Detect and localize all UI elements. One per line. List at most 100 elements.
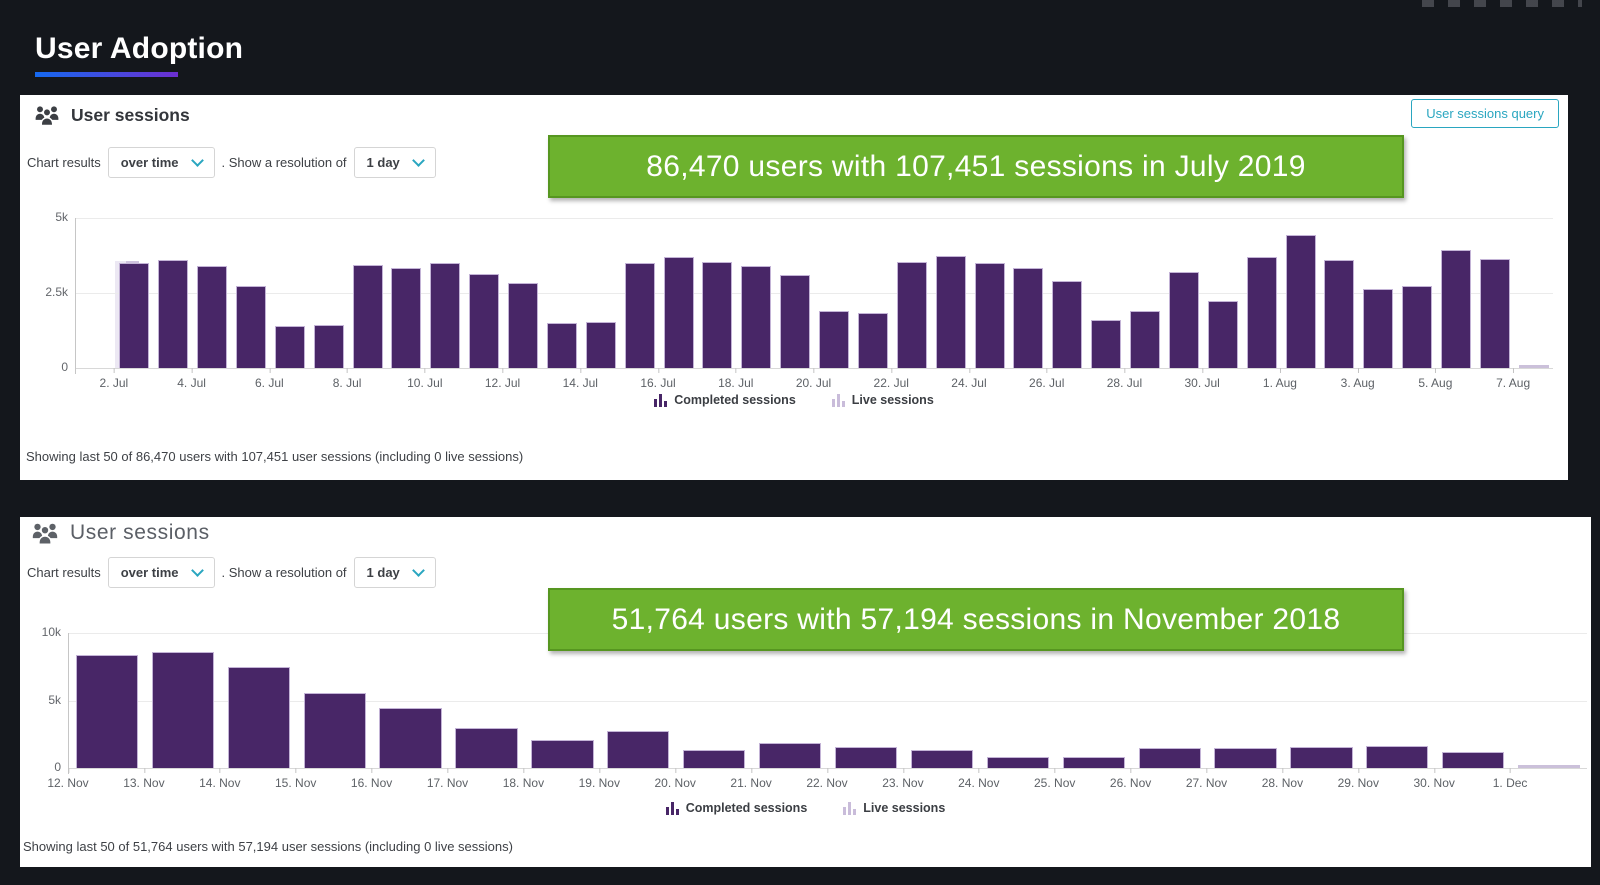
bar-slot [659, 218, 698, 368]
session-bar[interactable] [896, 261, 927, 368]
session-bar[interactable] [741, 266, 772, 368]
session-bar[interactable] [75, 655, 139, 768]
session-bar[interactable] [1062, 756, 1125, 768]
resolution-select[interactable]: 1 day [353, 557, 436, 588]
session-bar[interactable] [758, 743, 822, 768]
session-bar[interactable] [1214, 748, 1277, 768]
session-bar[interactable] [469, 273, 500, 368]
session-bar[interactable] [235, 285, 266, 368]
session-bar[interactable] [1130, 311, 1161, 368]
bar-slot [676, 633, 752, 768]
chart-by-value: over time [120, 565, 179, 580]
session-bar[interactable] [119, 263, 150, 368]
chart-by-select[interactable]: over time [107, 147, 215, 178]
bars-row [69, 633, 1587, 768]
bar-slot [114, 218, 154, 368]
bar-slot [193, 218, 232, 368]
session-bar[interactable] [624, 263, 655, 368]
x-axis-label: 28. Nov [1262, 768, 1303, 790]
session-bar[interactable] [1479, 258, 1510, 368]
bar-slot [1398, 218, 1437, 368]
session-bar[interactable] [607, 730, 670, 768]
session-bar[interactable] [780, 275, 811, 368]
session-bar[interactable] [274, 326, 305, 368]
live-session-bar[interactable] [1518, 365, 1549, 368]
x-axis-label: 29. Nov [1338, 768, 1379, 790]
resolution-select[interactable]: 1 day [353, 147, 436, 178]
session-bar[interactable] [546, 323, 577, 368]
session-bar[interactable] [935, 255, 966, 368]
session-bar[interactable] [1366, 745, 1429, 768]
session-bar[interactable] [430, 263, 461, 368]
bar-slot [449, 633, 525, 768]
session-bar[interactable] [974, 263, 1005, 368]
session-bar[interactable] [531, 739, 594, 768]
session-bar[interactable] [1285, 234, 1316, 368]
session-bar[interactable] [303, 693, 366, 768]
session-bar[interactable] [702, 261, 733, 368]
bar-slot [221, 633, 297, 768]
gridline [76, 293, 1553, 294]
session-bar[interactable] [683, 750, 746, 768]
live-session-bar[interactable] [1518, 765, 1581, 768]
bar-slot [815, 218, 854, 368]
session-bar[interactable] [379, 707, 442, 768]
session-bar[interactable] [1290, 747, 1353, 768]
session-bar[interactable] [1324, 260, 1355, 368]
bar-slot [1087, 218, 1126, 368]
session-bar[interactable] [1363, 288, 1394, 368]
bar-slot [1437, 218, 1476, 368]
live-swatch-icon [831, 393, 845, 407]
session-bar[interactable] [158, 260, 189, 368]
session-bar[interactable] [313, 324, 344, 368]
x-axis-label: 18. Jul [718, 368, 753, 390]
session-bar[interactable] [819, 311, 850, 368]
session-bar[interactable] [585, 321, 616, 368]
x-axis-label: 16. Jul [640, 368, 676, 390]
session-bar[interactable] [910, 749, 974, 768]
bar-slot [1476, 218, 1515, 368]
session-bar[interactable] [1168, 272, 1199, 368]
session-bar[interactable] [1246, 257, 1277, 368]
session-bar[interactable] [1441, 249, 1472, 368]
session-bar[interactable] [508, 282, 539, 368]
people-group-icon [33, 104, 61, 126]
session-bar[interactable] [1091, 320, 1122, 368]
bar-slot [543, 218, 582, 368]
gridline [76, 218, 1553, 219]
bar-slot [904, 633, 980, 768]
bar-slot [1009, 218, 1048, 368]
x-axis-label: 27. Nov [1186, 768, 1227, 790]
session-bar[interactable] [857, 312, 888, 368]
session-bar[interactable] [1013, 267, 1044, 368]
session-bar[interactable] [352, 264, 383, 368]
session-bar[interactable] [197, 266, 228, 368]
people-group-icon [30, 521, 60, 545]
session-bar[interactable] [834, 747, 898, 768]
legend-item-live[interactable]: Live sessions [831, 393, 934, 407]
session-bar[interactable] [1052, 281, 1083, 368]
x-axis-label: 22. Jul [874, 368, 909, 390]
bar-slot [1359, 218, 1398, 368]
session-bar[interactable] [1138, 747, 1201, 768]
session-bar[interactable] [151, 651, 214, 768]
bar-slot [465, 218, 504, 368]
session-bar[interactable] [986, 757, 1049, 768]
session-bar[interactable] [227, 666, 290, 768]
session-bar[interactable] [1402, 285, 1433, 368]
session-bar[interactable] [455, 728, 518, 768]
legend-item-completed[interactable]: Completed sessions [665, 801, 807, 815]
user-sessions-query-button[interactable]: User sessions query [1411, 99, 1559, 128]
session-bar[interactable] [391, 267, 422, 368]
session-bar[interactable] [663, 257, 694, 368]
legend-item-live[interactable]: Live sessions [843, 801, 945, 815]
legend-label: Live sessions [863, 801, 946, 815]
session-bar[interactable] [1207, 300, 1238, 368]
x-axis-label: 26. Nov [1110, 768, 1151, 790]
chart-by-select[interactable]: over time [107, 557, 215, 588]
x-axis-label: 25. Nov [1034, 768, 1075, 790]
annotation-banner: 51,764 users with 57,194 sessions in Nov… [548, 588, 1404, 651]
legend-item-completed[interactable]: Completed sessions [654, 393, 796, 407]
session-bar[interactable] [1442, 751, 1505, 768]
bar-slot [309, 218, 348, 368]
